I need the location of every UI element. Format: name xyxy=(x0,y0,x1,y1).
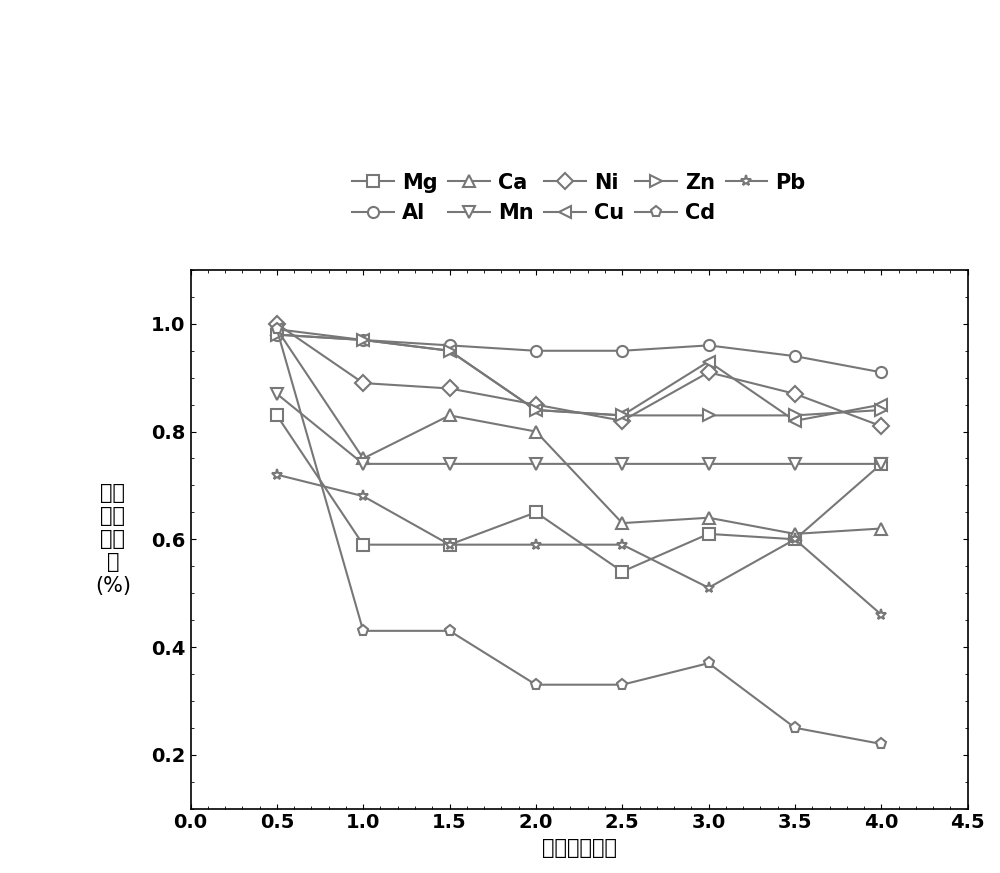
Al xyxy=(703,340,715,351)
Ca xyxy=(530,426,542,436)
Line: Mn: Mn xyxy=(271,388,887,470)
Pb xyxy=(357,491,369,501)
Zn xyxy=(875,405,887,416)
Zn xyxy=(616,410,628,421)
Pb xyxy=(875,609,887,620)
Zn xyxy=(530,405,542,416)
Al xyxy=(357,334,369,345)
Pb xyxy=(530,540,542,550)
Cu xyxy=(789,416,801,426)
Pb xyxy=(616,540,628,550)
Mn xyxy=(616,458,628,469)
Ni xyxy=(703,367,715,377)
Ca xyxy=(616,518,628,528)
Cd xyxy=(616,679,628,690)
Zn xyxy=(271,329,283,340)
Ni xyxy=(357,378,369,388)
Al xyxy=(444,340,456,351)
Al xyxy=(875,367,887,377)
Mn xyxy=(357,458,369,469)
Cd xyxy=(530,679,542,690)
Cd xyxy=(357,626,369,636)
Cu xyxy=(530,405,542,416)
Ca xyxy=(271,324,283,334)
Line: Pb: Pb xyxy=(271,469,887,620)
Line: Cu: Cu xyxy=(271,324,887,426)
Cd xyxy=(271,324,283,334)
Cu xyxy=(271,324,283,334)
Zn xyxy=(444,346,456,356)
Mg xyxy=(444,540,456,550)
Mn xyxy=(530,458,542,469)
Cd xyxy=(444,626,456,636)
Mn xyxy=(789,458,801,469)
Ca xyxy=(875,523,887,533)
Ca xyxy=(444,410,456,421)
Zn xyxy=(789,410,801,421)
Al xyxy=(530,346,542,356)
Pb xyxy=(271,470,283,480)
Mg xyxy=(357,540,369,550)
Mn xyxy=(444,458,456,469)
Al xyxy=(616,346,628,356)
Cd xyxy=(703,658,715,669)
Al xyxy=(271,329,283,340)
Mg xyxy=(530,507,542,518)
Pb xyxy=(703,582,715,593)
Line: Al: Al xyxy=(271,329,887,378)
Mg xyxy=(271,410,283,421)
Mn xyxy=(271,388,283,399)
Ni xyxy=(444,383,456,394)
Pb xyxy=(444,540,456,550)
Line: Ca: Ca xyxy=(271,324,887,540)
Cu xyxy=(357,334,369,345)
Line: Ni: Ni xyxy=(271,319,887,432)
Legend: Mg, Al, Ca, Mn, Ni, Cu, Zn, Cd, Pb: Mg, Al, Ca, Mn, Ni, Cu, Zn, Cd, Pb xyxy=(352,173,806,223)
Mg xyxy=(616,567,628,577)
Cu xyxy=(616,410,628,421)
Mg xyxy=(789,534,801,545)
Ca xyxy=(703,512,715,523)
Line: Mg: Mg xyxy=(271,409,887,577)
Ni xyxy=(530,399,542,409)
Al xyxy=(789,351,801,361)
Cd xyxy=(789,723,801,733)
Zn xyxy=(357,334,369,345)
Cu xyxy=(444,346,456,356)
Mn xyxy=(703,458,715,469)
Ca xyxy=(357,453,369,464)
Ni xyxy=(789,388,801,399)
Line: Zn: Zn xyxy=(271,329,887,421)
Cu xyxy=(703,356,715,367)
X-axis label: 时间（小时）: 时间（小时） xyxy=(542,838,617,858)
Ni xyxy=(616,416,628,426)
Pb xyxy=(789,534,801,545)
Mn xyxy=(875,458,887,469)
Mg xyxy=(703,529,715,540)
Ni xyxy=(875,421,887,431)
Text: 离子
浓度
百分
比
(%): 离子 浓度 百分 比 (%) xyxy=(95,483,131,595)
Line: Cd: Cd xyxy=(271,324,887,750)
Ca xyxy=(789,529,801,540)
Mg xyxy=(875,458,887,469)
Cd xyxy=(875,739,887,749)
Cu xyxy=(875,399,887,409)
Ni xyxy=(271,319,283,329)
Zn xyxy=(703,410,715,421)
